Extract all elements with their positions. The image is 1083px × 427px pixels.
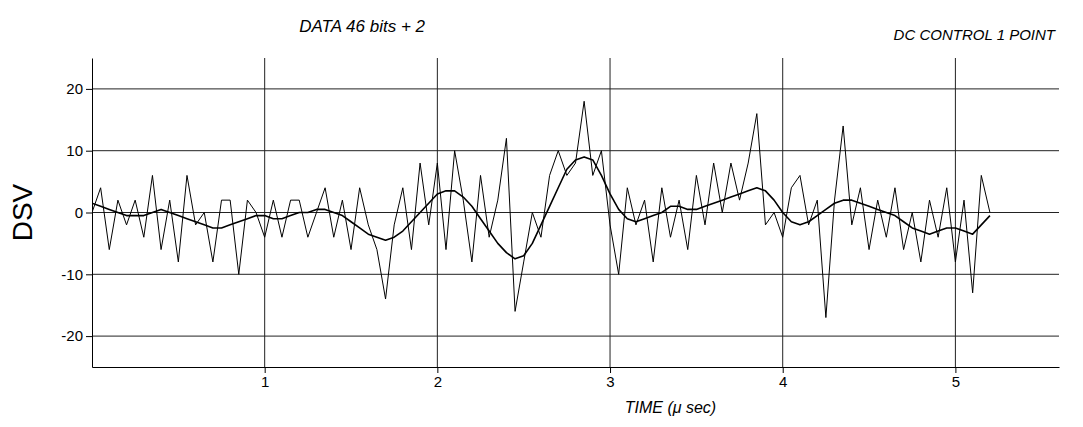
x-axis-line xyxy=(93,367,1060,368)
y-tick: 10 xyxy=(66,142,92,159)
series-line xyxy=(92,157,990,259)
y-tick: 20 xyxy=(66,80,92,97)
y-tick-mark xyxy=(86,274,92,275)
y-tick-mark xyxy=(86,336,92,337)
grid xyxy=(92,58,1059,367)
grid-line xyxy=(264,58,265,367)
y-tick-label: 10 xyxy=(66,142,83,159)
x-tick-label: 4 xyxy=(779,373,787,390)
grid-line xyxy=(92,150,1059,151)
series-line xyxy=(92,101,990,317)
grid-line xyxy=(92,212,1059,213)
x-tick-label: 5 xyxy=(952,373,960,390)
y-tick: -20 xyxy=(61,327,92,344)
title: DATA 46 bits + 2 xyxy=(299,17,425,36)
annotation: DC CONTROL 1 POINT xyxy=(894,26,1057,43)
grid-line xyxy=(437,58,438,367)
y-tick: 0 xyxy=(75,204,92,221)
y-axis-line xyxy=(92,59,93,368)
x-tick: 5 xyxy=(952,367,960,390)
y-tick-label: 0 xyxy=(75,204,83,221)
grid-line xyxy=(610,58,611,367)
grid-line xyxy=(92,274,1059,275)
y-tick-label: -20 xyxy=(61,327,83,344)
x-tick: 1 xyxy=(261,367,269,390)
y-tick-label: 20 xyxy=(66,80,83,97)
x-tick: 3 xyxy=(606,367,614,390)
y-axis-title: DSV xyxy=(7,183,38,241)
x-tick-label: 3 xyxy=(606,373,614,390)
x-tick-label: 2 xyxy=(434,373,442,390)
x-tick: 4 xyxy=(779,367,787,390)
x-axis-title: TIME (μ sec) xyxy=(625,399,716,416)
grid-line xyxy=(92,88,1059,89)
y-tick-mark xyxy=(86,213,92,214)
y-axis: -20 -10 0 10 20 xyxy=(61,59,92,368)
x-axis: 1 2 3 4 5 xyxy=(93,367,1060,390)
chart: 1 2 3 4 5 -20 -10 0 10 20 DATA 46 bits + 2 DC CONTR… xyxy=(0,0,1083,427)
y-tick-label: -10 xyxy=(61,266,83,283)
y-tick-mark xyxy=(86,151,92,152)
grid-line xyxy=(955,58,956,367)
y-tick: -10 xyxy=(61,266,92,283)
x-tick: 2 xyxy=(434,367,442,390)
y-tick-mark xyxy=(86,89,92,90)
grid-line xyxy=(92,336,1059,337)
x-tick-label: 1 xyxy=(261,373,269,390)
plot-area xyxy=(92,101,990,317)
